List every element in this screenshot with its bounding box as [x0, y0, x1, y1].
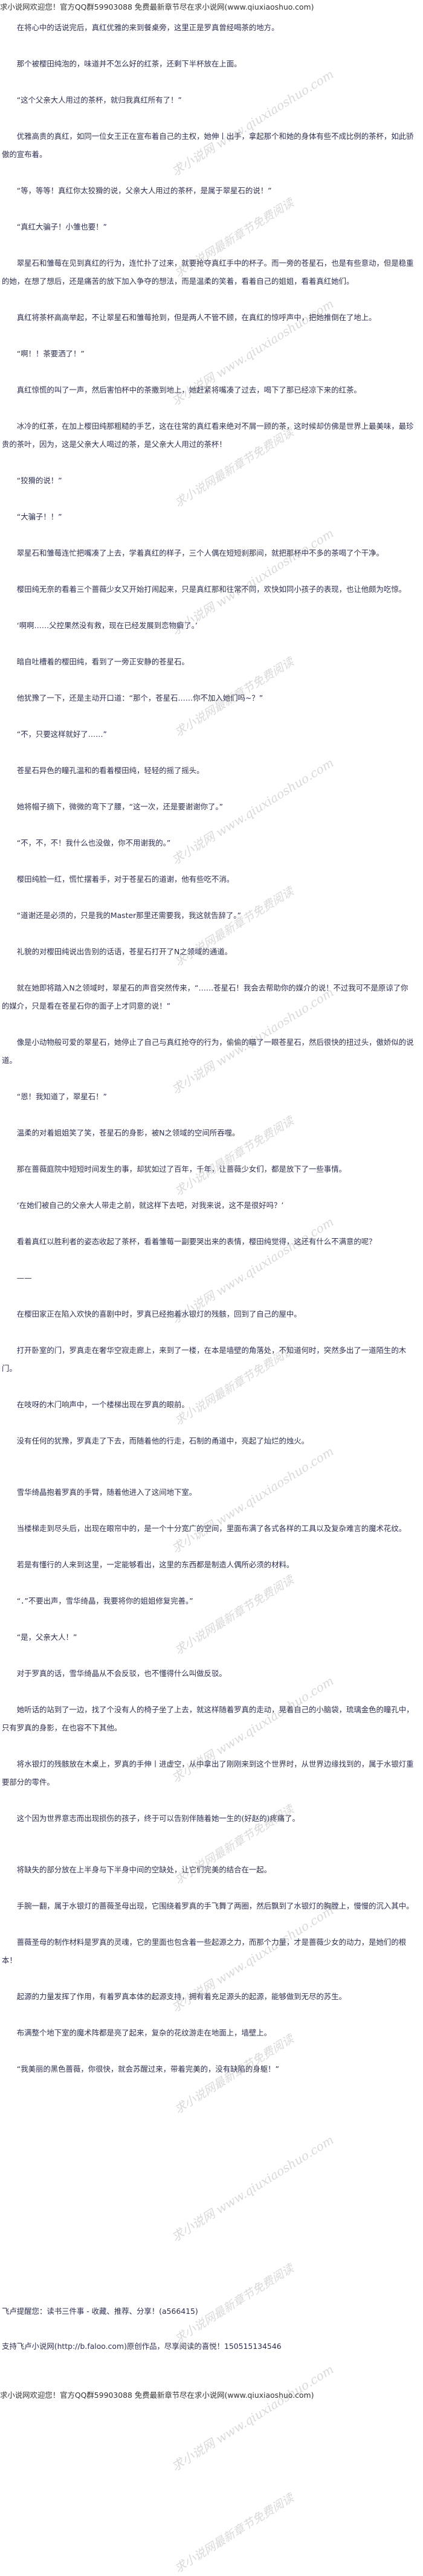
paragraph: “大骗子！！” [16, 512, 62, 521]
paragraph: “狡猾的说！” [16, 476, 62, 485]
chapter-content: 在将心中的话说完后，真红优雅的来到餐桌旁，这里正是罗真曾经喝茶的地方。 那个被樱田… [2, 19, 415, 2096]
paragraph: “．”不要出声，雪华绮晶，我要将你的姐姐修复完善。” [16, 1596, 193, 1605]
paragraph: “等，等等！真红你太狡猾的说，父亲大人用过的茶杯，是属于翠星石的说！” [16, 186, 272, 195]
paragraph: 她将帽子摘下，微微的弯下了腰，“这一次，还是要谢谢你了。” [16, 802, 223, 811]
paragraph: “这个父亲大人用过的茶杯，就归我真红所有了！” [16, 95, 182, 104]
footer-support: 支持飞卢小说网(http://b.faloo.com)原创作品，尽享阅读的喜悦！… [2, 2342, 282, 2351]
paragraph: 礼貌的对樱田纯说出告别的话语，苍星石打开了N之领域的通道。 [16, 947, 233, 956]
paragraph: 苍星石异色的瞳孔温和的看着樱田纯，轻轻的摇了摇头。 [16, 766, 204, 775]
paragraph: 将水银灯的残骸放在木桌上，罗真的手伸丨进虚空，从中拿出了刚刚来到这个世界时，从世… [2, 1759, 414, 1787]
paragraph: “恩！我知道了，翠星石！” [16, 1092, 107, 1101]
paragraph: 真红惊慌的叫了一声，然后害怕杯中的茶撒到地上，她赶紧将嘴凑了过去，喝下了那已经凉… [16, 385, 361, 394]
site-banner-bottom: 求小说网欢迎您！官方QQ群59903088 免费最新章节尽在求小说网(www.q… [0, 2391, 314, 2400]
paragraph: 暗自吐槽着的樱田纯，看到了一旁正安静的苍星石。 [16, 657, 189, 666]
paragraph: 雪华绮晶抱着罗真的手臂，随着他进入了这间地下室。 [16, 1488, 197, 1497]
paragraph: “不，只要这样就好了……” [16, 730, 107, 739]
paragraph: 冰冷的红茶，在加上樱田纯那粗糙的手艺，这在往常的真红看来绝对不屑一顾的茶，这时候… [2, 422, 414, 449]
paragraph: 这个因为世界意志而出现损伤的孩子，终于可以告别伴随着她一生的(好赵的)疼痛了。 [16, 1814, 300, 1823]
paragraph: ‘啊啊……父控果然没有救，现在已经发展到恋物癖了。’ [16, 621, 198, 630]
paragraph: 当楼梯走到尽头后，出现在眼帘中的，是一个十分宽广的空间，里面布满了各式各样的工具… [16, 1524, 407, 1533]
paragraph: —— [16, 1273, 32, 1282]
paragraph: “不，不，不！我什么也没做，你不用谢我的。” [16, 838, 171, 847]
paragraph: 蔷薇圣母的制作材料是罗真的灵魂，它的里面也包含着一些起源之力，而那个力量，才是蔷… [2, 1938, 407, 1965]
paragraph: 手腕一翻，属于水银灯的蔷薇圣母出现，它围绕着罗真的手飞舞了两圈，然后飘到了水银灯… [16, 1901, 414, 1910]
paragraph: 樱田纯脸一红，慌忙摆着手，对于苍星石的道谢，他有些吃不消。 [16, 875, 234, 884]
paragraph: 在吱呀的木门响声中，一个楼梯出现在罗真的眼前。 [16, 1400, 189, 1409]
paragraph: 对于罗真的话，雪华绮晶从不会反驳，也不懂得什么叫做反驳。 [16, 1669, 227, 1678]
paragraph: 翠星石和雏莓在见到真红的行为，连忙扑了过来，就要抢夺真红手中的杯子。而一旁的苍星… [2, 259, 414, 286]
paragraph: 就在她即将踏入N之领域时，翠星石的声音突然传来，“……苍星石！我会去帮助你的媒介… [2, 983, 408, 1010]
paragraph: 没有任何的犹豫，罗真走了下去，而随着他的行走，石制的甬道中，亮起了灿烂的烛火。 [16, 1436, 309, 1445]
footer-reminder: 飞卢提醒您：读书三件事 - 收藏、推荐、分享！(a566415) [2, 2307, 198, 2316]
paragraph: 温柔的对着姐姐笑了笑，苍星石的身影，被N之领域的空间所吞噬。 [16, 1128, 240, 1137]
watermark-site: 求小说网 www.qiuxiaoshuo.com [169, 2132, 337, 2244]
paragraph: 在樱田家正在陷入欢快的喜剧中时，罗真已经抱着水银灯的残骸，回到了自己的屋中。 [16, 1309, 302, 1319]
paragraph: 看着真红以胜利者的姿态收起了茶杯，看着雏莓一副要哭出来的表情，樱田纯觉得，这还有… [16, 1237, 376, 1246]
watermark-site: 求小说网 www.qiuxiaoshuo.com [169, 2362, 337, 2474]
paragraph: 那个被樱田纯泡的，味道并不怎么好的红茶，还剩下半杯放在上面。 [16, 59, 242, 68]
site-banner-top: 求小说网欢迎您！官方QQ群59903088 免费最新章节尽在求小说网(www.q… [0, 2, 314, 11]
paragraph: 将缺失的部分放在上半身与下半身中间的空缺处，让它们完美的结合在一起。 [16, 1865, 272, 1874]
paragraph: 打开卧室的门，罗真走在奢华空寂走廊上，来到了一楼，在本是墙壁的角落处，不知道何时… [2, 1346, 407, 1373]
paragraph: “道谢还是必须的，只是我的Master那里还需要我，我这就告辞了。” [16, 911, 241, 920]
paragraph: ‘在她们被自己的父亲大人带走之前，就这样下去吧，对我来说，这不是很好吗？’ [16, 1201, 284, 1210]
paragraph: “我美丽的黑色蔷薇，你很快，就会苏醒过来，带着完美的，没有缺陷的身躯！” [16, 2064, 279, 2073]
paragraph: 起源的力量发挥了作用，有着罗真本体的起源支持，拥有着充足源头的起源，能够做到无尽… [16, 1992, 346, 2001]
paragraph: 真红将茶杯高高举起，不让翠星石和雏莓抢到，但是两人不管不顾，在真红的惊呼声中，把… [16, 313, 376, 322]
paragraph: 在将心中的话说完后，真红优雅的来到餐桌旁，这里正是罗真曾经喝茶的地方。 [16, 23, 279, 32]
paragraph: 翠星石和雏莓连忙把嘴凑了上去，学着真红的样子，三个人偶在短短刹那间，就把那杯中不… [16, 548, 384, 557]
paragraph: 像是小动物般可爱的翠星石，她停止了自己与真红抢夺的行为，偷偷的瞄了一眼苍星石，然… [2, 1038, 414, 1065]
paragraph: “真红大骗子！小雏也要！” [16, 222, 107, 231]
watermark-slogan: 求小说网最新章节免费阅读 [172, 2491, 296, 2576]
paragraph: “啊！！茶要洒了！” [16, 349, 85, 358]
paragraph: 她听话的站到了一边，找了个没有人的椅子坐了上去，就这样随着罗真的走动，晃着自己的… [2, 1705, 414, 1732]
paragraph: “是，父亲大人！” [16, 1633, 77, 1642]
paragraph: 樱田纯无奈的看着三个蔷薇少女又开始打闹起来，只是真红那和往常不同，欢快如同小孩子… [16, 585, 407, 594]
paragraph: 布满整个地下室的魔术阵都是亮了起来，复杂的花纹游走在地面上，墙壁上。 [16, 2028, 272, 2037]
paragraph: 若是有懂行的人来到这里，一定能够看出，这里的东西都是制造人偶所必须的材料。 [16, 1560, 294, 1569]
paragraph: 优雅高贵的真红，如同一位女王正在宣布着自己的主权，她伸丨出手，拿起那个和她的身体… [2, 132, 414, 159]
paragraph: 那在蔷薇庭院中短短时间发生的事，却犹如过了百年，千年，让蔷薇少女们，都是放下了一… [16, 1164, 346, 1174]
paragraph: 他犹豫了一下，还是主动开口道：“那个，苍星石……你不加入她们吗~？” [16, 693, 263, 702]
